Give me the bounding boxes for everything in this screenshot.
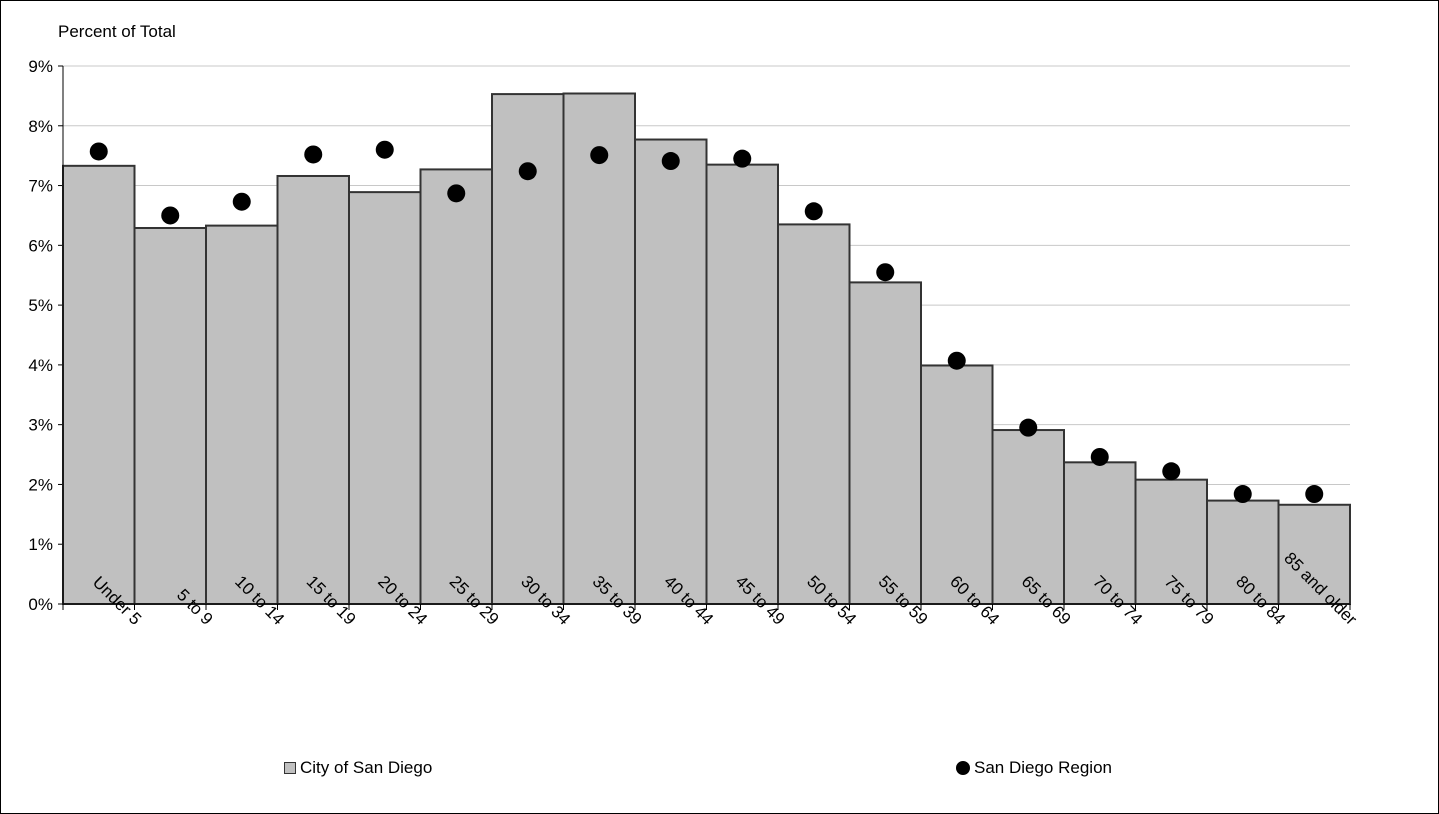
bar: [348, 191, 422, 605]
region-marker: [1090, 447, 1109, 466]
y-tick-label: 5%: [28, 296, 53, 315]
bar: [920, 364, 994, 605]
region-marker: [375, 140, 394, 159]
y-tick-label: 9%: [28, 57, 53, 76]
region-marker: [1019, 418, 1038, 437]
y-tick-label: 3%: [28, 416, 53, 435]
region-marker: [590, 146, 609, 165]
legend-dot-swatch: [956, 761, 970, 775]
bar: [133, 226, 207, 605]
region-marker: [304, 145, 323, 164]
region-marker: [161, 206, 180, 225]
y-axis-label: Percent of Total: [58, 22, 176, 41]
region-marker: [733, 149, 752, 168]
y-tick-label: 0%: [28, 595, 53, 614]
bar: [1206, 499, 1280, 605]
bar: [1277, 503, 1351, 605]
bar: [777, 223, 851, 606]
bar: [419, 168, 493, 605]
region-marker: [661, 152, 680, 171]
bar: [62, 164, 136, 605]
region-marker: [1162, 462, 1181, 481]
bar: [705, 163, 779, 605]
region-marker: [804, 202, 823, 221]
bar: [1134, 478, 1208, 606]
legend-city: City of San Diego: [284, 758, 432, 778]
region-marker: [89, 142, 108, 161]
y-tick-label: 7%: [28, 177, 53, 196]
legend-city-label: City of San Diego: [300, 758, 433, 777]
bar: [562, 92, 636, 606]
bar: [848, 281, 922, 605]
region-marker: [1233, 485, 1252, 504]
region-marker: [447, 184, 466, 203]
region-marker: [947, 351, 966, 370]
bar: [276, 174, 350, 605]
bar: [205, 224, 279, 606]
y-tick-label: 1%: [28, 535, 53, 554]
y-tick-label: 2%: [28, 475, 53, 494]
region-marker: [518, 162, 537, 181]
region-marker: [1305, 485, 1324, 504]
legend-region-label: San Diego Region: [974, 758, 1112, 777]
y-tick-label: 6%: [28, 236, 53, 255]
legend-bar-swatch: [284, 762, 296, 774]
y-tick-label: 4%: [28, 356, 53, 375]
region-marker: [876, 263, 895, 282]
region-marker: [232, 192, 251, 211]
bar: [634, 138, 708, 605]
y-tick-label: 8%: [28, 117, 53, 136]
legend-region: San Diego Region: [956, 758, 1112, 778]
